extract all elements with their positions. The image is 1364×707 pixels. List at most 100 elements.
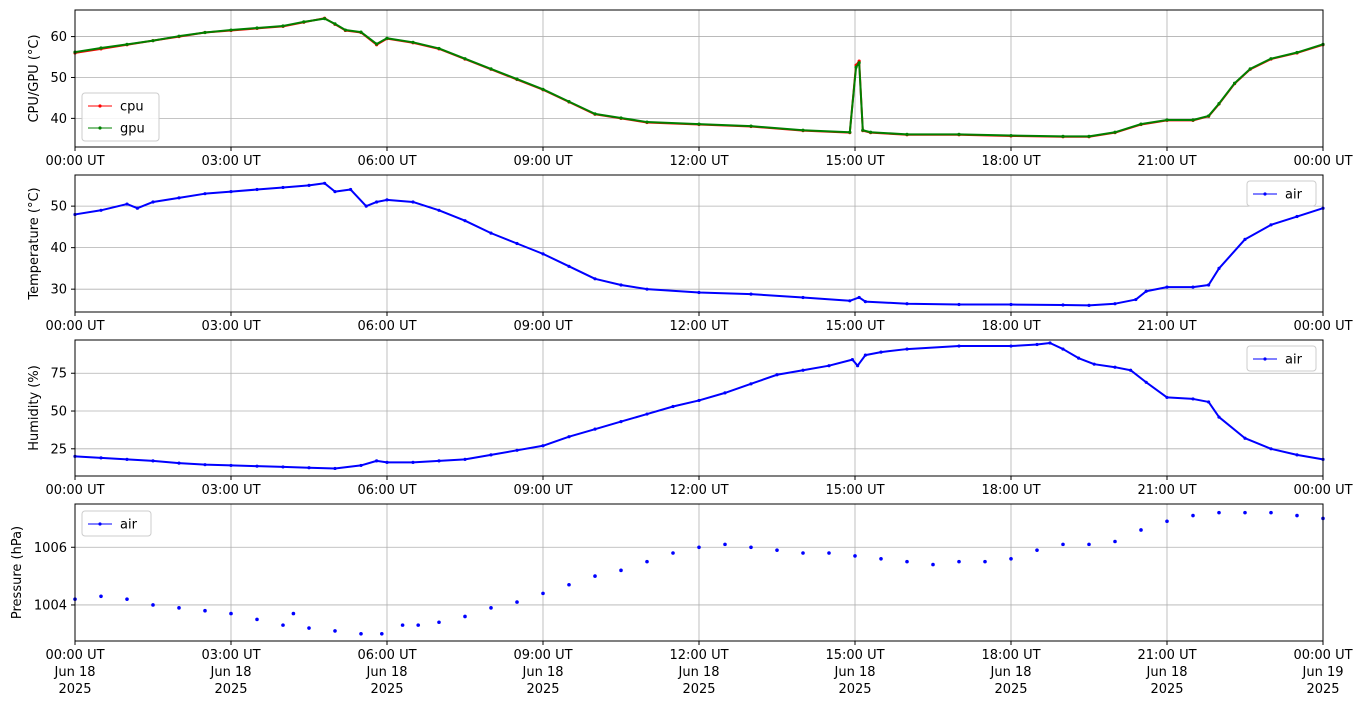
x-tick-label: 09:00 UT [513, 319, 572, 334]
legend-box [1246, 180, 1317, 207]
x-tick-label: 06:00 UT [357, 319, 416, 334]
air-point [1048, 341, 1052, 345]
gpu-point [333, 22, 337, 26]
air-point [307, 183, 311, 187]
air-point [1295, 453, 1299, 457]
x-tick-label: 03:00 UT [201, 648, 260, 663]
x-tick-label: 00:00 UT [45, 648, 104, 663]
gpu-point [1087, 134, 1091, 138]
air-point [177, 461, 181, 465]
gpu-point [957, 132, 961, 136]
air-point [1113, 539, 1117, 544]
air-point [1087, 542, 1091, 547]
air-point [645, 559, 649, 564]
air-point [411, 460, 415, 464]
gpu-point [1191, 118, 1195, 122]
air-point [671, 551, 675, 555]
gpu-point [255, 26, 259, 30]
air-point [281, 185, 285, 190]
legend-label-air: air [1285, 188, 1303, 203]
legend: air [1246, 345, 1317, 372]
air-point [619, 420, 623, 424]
legend: air [81, 510, 152, 537]
air-point [697, 290, 701, 295]
air-point [850, 358, 855, 362]
air-point [1165, 519, 1169, 524]
y-tick-label: 30 [50, 283, 67, 298]
air-point [177, 606, 181, 610]
air-point [99, 594, 103, 599]
gpu-line [74, 17, 1324, 138]
gpu-point [1061, 134, 1065, 138]
panel-4: 00:00 UT Jun 18 2025 03:00 UT Jun 18 2025 06:0… [10, 503, 1353, 697]
air-point [385, 198, 389, 202]
legend-label-air: air [1285, 353, 1303, 368]
x-tick-label: 18:00 UT [981, 319, 1040, 334]
gpu-point [567, 100, 571, 104]
air-point [593, 277, 597, 281]
x-tick-label: 15:00 UT [825, 319, 884, 334]
air-point [1144, 289, 1148, 293]
gpu-point [515, 77, 519, 81]
series-air [73, 510, 1325, 636]
air-point [957, 302, 961, 307]
gpu-point [343, 28, 347, 32]
x-tick-year: 2025 [994, 682, 1027, 697]
x-tick-label: 21:00 UT [1137, 648, 1196, 663]
air-point [135, 206, 139, 210]
air-point [281, 623, 285, 627]
air-point [255, 187, 259, 192]
air-point [437, 208, 441, 212]
x-tick-label: 12:00 UT [669, 648, 728, 663]
air-point [489, 231, 493, 235]
air-point [203, 463, 207, 467]
series-gpu [73, 16, 1325, 138]
y-tick-label: 1004 [34, 598, 67, 613]
y-tick-label: 1006 [34, 541, 67, 556]
air-point [1295, 214, 1299, 219]
air-point [151, 603, 155, 607]
x-tick-label: 21:00 UT [1137, 154, 1196, 169]
air-point [905, 347, 909, 351]
x-tick-label: 18:00 UT [981, 483, 1040, 498]
air-point [125, 597, 129, 601]
air-point [1009, 344, 1013, 348]
air-point [749, 292, 753, 296]
gpu-point [1139, 122, 1143, 126]
x-tick-label: 12:00 UT [669, 154, 728, 169]
air-point [541, 252, 545, 256]
gpu-point [463, 57, 467, 61]
x-tick-label: 09:00 UT [513, 154, 572, 169]
air-point [1113, 365, 1117, 369]
air-point [957, 344, 961, 348]
x-tick-date: Jun 18 [366, 665, 408, 680]
gpu-point [848, 130, 852, 134]
air-point [375, 459, 379, 463]
air-point [1077, 356, 1081, 360]
air-point [1207, 283, 1211, 287]
x-tick-label: 00:00 UT [1293, 154, 1352, 169]
air-point [333, 629, 337, 633]
air-point [1092, 362, 1096, 366]
gpu-point [1269, 57, 1273, 61]
gpu-point [99, 46, 103, 50]
air-point [1191, 513, 1195, 518]
air-point [957, 559, 961, 564]
x-tick-date: Jun 18 [834, 665, 876, 680]
air-point [775, 373, 779, 377]
air-point [489, 606, 493, 610]
y-tick-label: 25 [50, 442, 67, 457]
air-point [203, 192, 207, 196]
air-point [229, 611, 233, 616]
gpu-point [593, 112, 597, 116]
air-point [151, 459, 155, 463]
air-point [375, 200, 379, 204]
air-point [1035, 342, 1039, 347]
air-point [697, 398, 701, 403]
air-point [359, 631, 363, 636]
air-point [151, 200, 155, 204]
x-tick-year: 2025 [526, 682, 559, 697]
air-point [1139, 528, 1143, 532]
air-point [857, 295, 861, 300]
